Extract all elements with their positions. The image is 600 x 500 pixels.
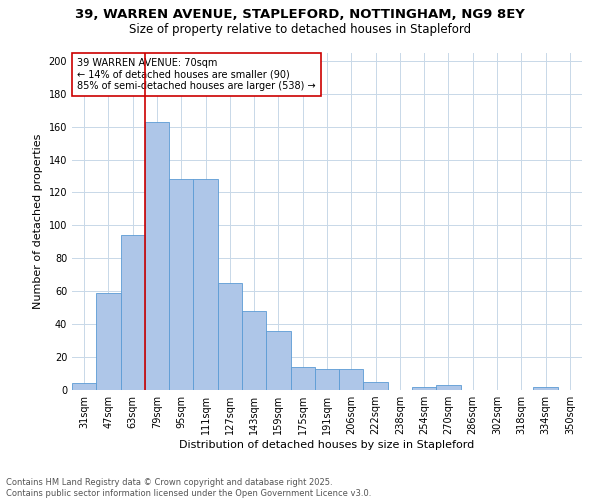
Y-axis label: Number of detached properties: Number of detached properties — [33, 134, 43, 309]
Text: Contains HM Land Registry data © Crown copyright and database right 2025.
Contai: Contains HM Land Registry data © Crown c… — [6, 478, 371, 498]
Bar — [218, 283, 242, 390]
Bar — [364, 382, 388, 390]
Text: 39 WARREN AVENUE: 70sqm
← 14% of detached houses are smaller (90)
85% of semi-de: 39 WARREN AVENUE: 70sqm ← 14% of detache… — [77, 58, 316, 91]
Bar — [290, 367, 315, 390]
X-axis label: Distribution of detached houses by size in Stapleford: Distribution of detached houses by size … — [179, 440, 475, 450]
Bar — [533, 386, 558, 390]
Bar — [145, 122, 169, 390]
Bar — [169, 180, 193, 390]
Bar — [436, 385, 461, 390]
Bar — [266, 330, 290, 390]
Bar — [339, 368, 364, 390]
Text: Size of property relative to detached houses in Stapleford: Size of property relative to detached ho… — [129, 22, 471, 36]
Bar — [412, 386, 436, 390]
Text: 39, WARREN AVENUE, STAPLEFORD, NOTTINGHAM, NG9 8EY: 39, WARREN AVENUE, STAPLEFORD, NOTTINGHA… — [75, 8, 525, 20]
Bar — [193, 180, 218, 390]
Bar — [96, 293, 121, 390]
Bar — [121, 235, 145, 390]
Bar — [242, 311, 266, 390]
Bar — [315, 368, 339, 390]
Bar — [72, 384, 96, 390]
